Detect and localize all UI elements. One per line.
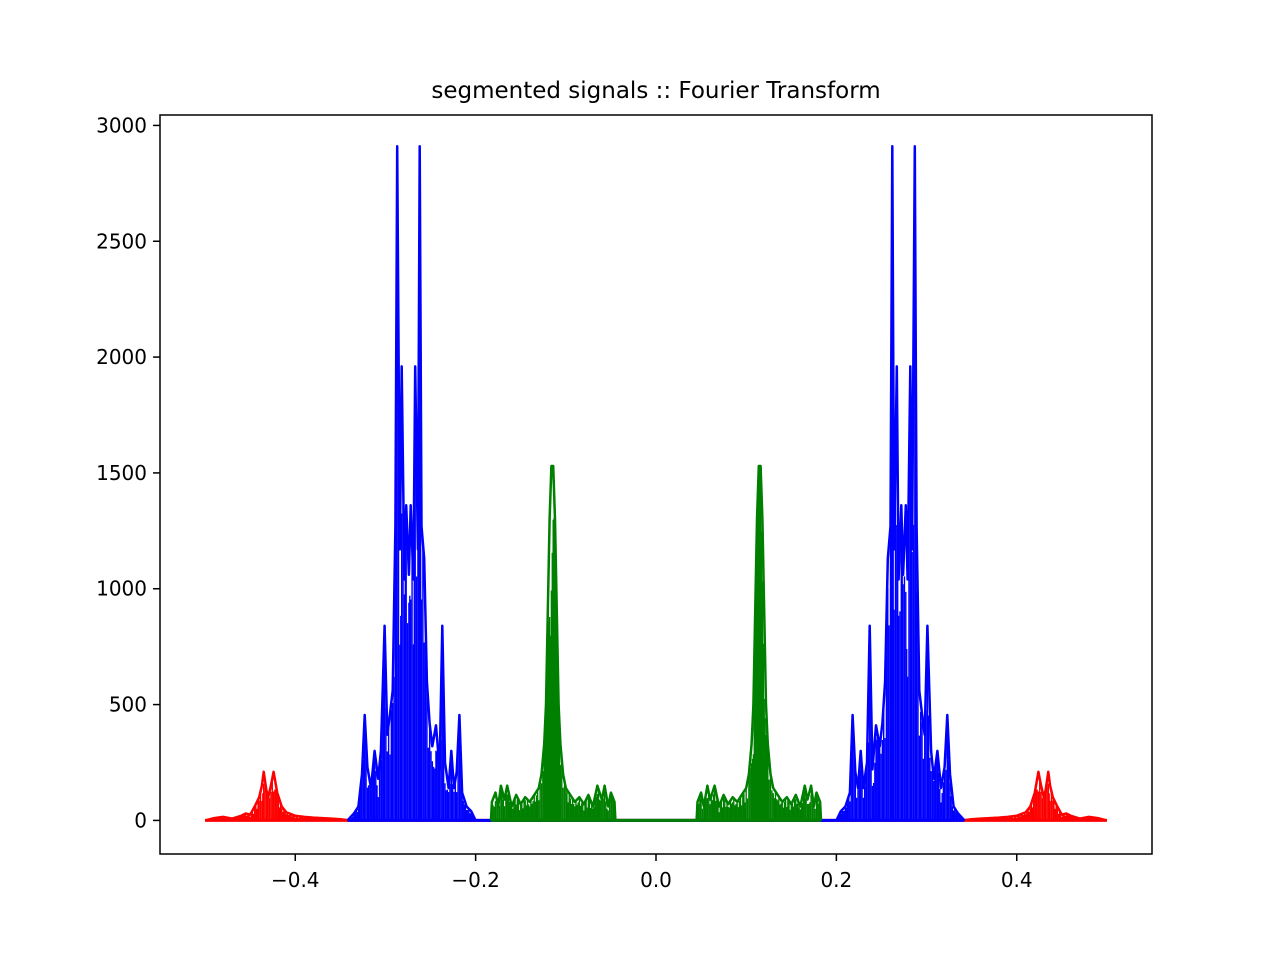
series-layer	[204, 145, 1108, 822]
series-envelope	[489, 464, 823, 822]
y-tick-label: 1500	[96, 461, 147, 485]
y-tick-label: 500	[109, 693, 147, 717]
x-tick-label: −0.4	[271, 868, 320, 892]
y-tick-label: 1000	[96, 577, 147, 601]
x-axis: −0.4 −0.2 0.0 0.2 0.4	[271, 854, 1033, 892]
y-tick-label: 2500	[96, 229, 147, 253]
y-tick-label: 3000	[96, 113, 147, 137]
x-tick-label: −0.2	[451, 868, 500, 892]
x-tick-label: 0.4	[1001, 868, 1033, 892]
plot-frame	[159, 114, 1153, 855]
series-2	[489, 464, 823, 822]
x-tick-label: 0.0	[640, 868, 672, 892]
chart-title: segmented signals :: Fourier Transform	[431, 78, 880, 104]
y-tick-label: 2000	[96, 345, 147, 369]
series-1	[346, 145, 966, 822]
y-axis: 0 500 1000 1500 2000 2500 3000	[96, 113, 160, 832]
x-tick-label: 0.2	[820, 868, 852, 892]
y-tick-label: 0	[134, 808, 147, 832]
